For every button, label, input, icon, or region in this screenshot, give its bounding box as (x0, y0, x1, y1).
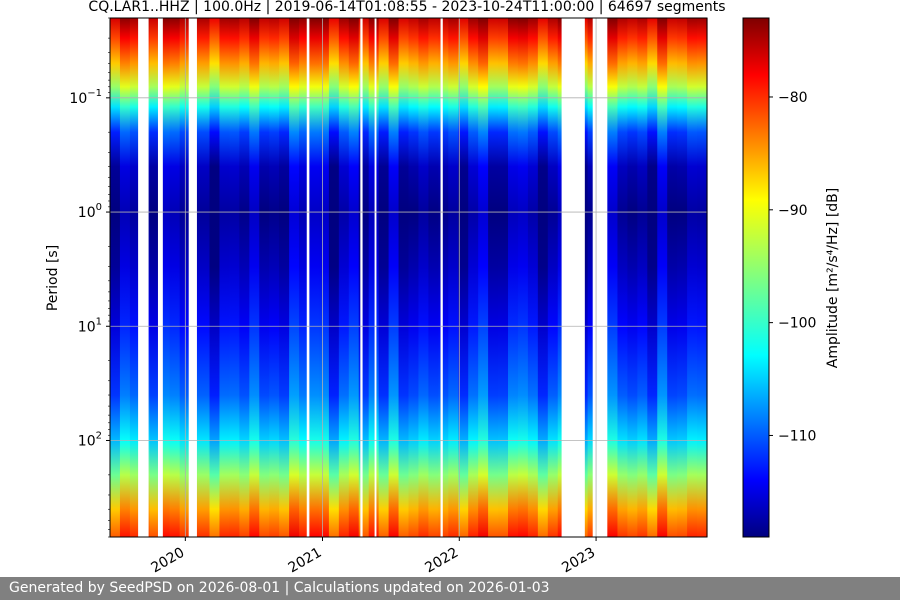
heatmap-column (219, 18, 230, 537)
heatmap-column (418, 18, 429, 537)
heatmap-column (289, 18, 300, 537)
heatmap-column (488, 18, 499, 537)
heatmap-column (119, 18, 131, 537)
heatmap-column (328, 18, 340, 537)
colorbar-gradient (742, 17, 770, 538)
colorbar-tick-label: −110 (778, 428, 816, 444)
y-tick-label: 100 (78, 202, 102, 221)
plot-frame (109, 17, 708, 538)
heatmap-column (478, 18, 489, 537)
colorbar-tick-label: −100 (778, 316, 816, 332)
footer-bar: Generated by SeedPSD on 2026-08-01 | Cal… (0, 577, 900, 600)
x-tick-label: 2020 (148, 545, 187, 577)
plot-area (109, 17, 708, 538)
data-gap (306, 18, 310, 537)
data-gap (440, 18, 443, 537)
heatmap-column (309, 18, 320, 537)
heatmap-column (199, 18, 211, 537)
chart-title: CQ.LAR1..HHZ | 100.0Hz | 2019-06-14T01:0… (88, 0, 725, 15)
heatmap-column (348, 18, 360, 537)
colorbar-ticks: −80 −90 −100 −110 (769, 90, 816, 444)
heatmap-column (637, 18, 648, 537)
x-axis: 2020 2021 2022 2023 (148, 537, 598, 576)
heatmap-column (358, 18, 370, 537)
heatmap-column (607, 18, 619, 537)
heatmap-column (547, 18, 559, 537)
heatmap-column (159, 18, 171, 537)
grid-lines (110, 18, 707, 537)
y-tick-label: 102 (78, 430, 102, 449)
heatmap-column (537, 18, 549, 537)
heatmap-column (697, 18, 708, 537)
footer-text: Generated by SeedPSD on 2026-08-01 | Cal… (9, 580, 550, 596)
colorbar-tick-label: −80 (778, 90, 808, 106)
heatmap-column (299, 18, 310, 537)
y-tick-label: 10−1 (69, 88, 102, 107)
heatmap-column (498, 18, 509, 537)
x-tick-label: 2023 (559, 545, 598, 577)
heatmap-column (239, 18, 250, 537)
data-gap (138, 18, 149, 537)
heatmap-column (229, 18, 240, 537)
heatmap-column (110, 18, 121, 537)
heatmap-column (627, 18, 638, 537)
heatmap-column (617, 18, 628, 537)
heatmap-column (468, 18, 479, 537)
x-tick-label: 2021 (286, 545, 325, 577)
heatmap-column (259, 18, 270, 537)
heatmap-column (149, 18, 161, 537)
y-axis: 10−1 100 101 102 (69, 17, 110, 538)
heatmap-column (647, 18, 658, 537)
heatmap-column (269, 18, 280, 537)
data-gap (188, 18, 197, 537)
x-tick-label: 2022 (422, 545, 461, 577)
heatmap-column (687, 18, 698, 537)
heatmap-column (667, 18, 678, 537)
data-gap (374, 18, 377, 537)
heatmap-column (338, 18, 350, 537)
heatmap-column (318, 18, 330, 537)
heatmap-column (279, 18, 290, 537)
data-gap (561, 18, 585, 537)
heatmap-column (458, 18, 469, 537)
data-gap (360, 18, 363, 537)
heatmap-column (209, 18, 221, 537)
heatmap-column (438, 18, 449, 537)
heatmap-column (508, 18, 519, 537)
y-tick-label: 101 (78, 316, 102, 335)
heatmap-column (398, 18, 410, 537)
heatmap-column (677, 18, 688, 537)
y-axis-label: Period [s] (45, 245, 61, 311)
heatmap-column (368, 18, 380, 537)
heatmap-column (657, 18, 668, 537)
heatmap-column (129, 18, 141, 537)
colorbar-label: Amplitude [m²/s⁴/Hz] [dB] (825, 188, 841, 368)
heatmap-column (249, 18, 260, 537)
colorbar: −80 −90 −100 −110 Amplitude [m²/s⁴/Hz] [dB] (742, 17, 841, 538)
heatmap-column (428, 18, 439, 537)
heatmap-column (378, 18, 390, 537)
heatmap-column (388, 18, 400, 537)
heatmap-column (408, 18, 420, 537)
heatmap-column (179, 18, 191, 537)
data-gap (592, 18, 608, 537)
data-gap (157, 18, 163, 537)
heatmap-column (448, 18, 459, 537)
heatmap-column (169, 18, 181, 537)
colorbar-tick-label: −90 (778, 203, 808, 219)
heatmap-column (517, 18, 529, 537)
heatmap-columns (110, 18, 708, 537)
heatmap-column (527, 18, 539, 537)
